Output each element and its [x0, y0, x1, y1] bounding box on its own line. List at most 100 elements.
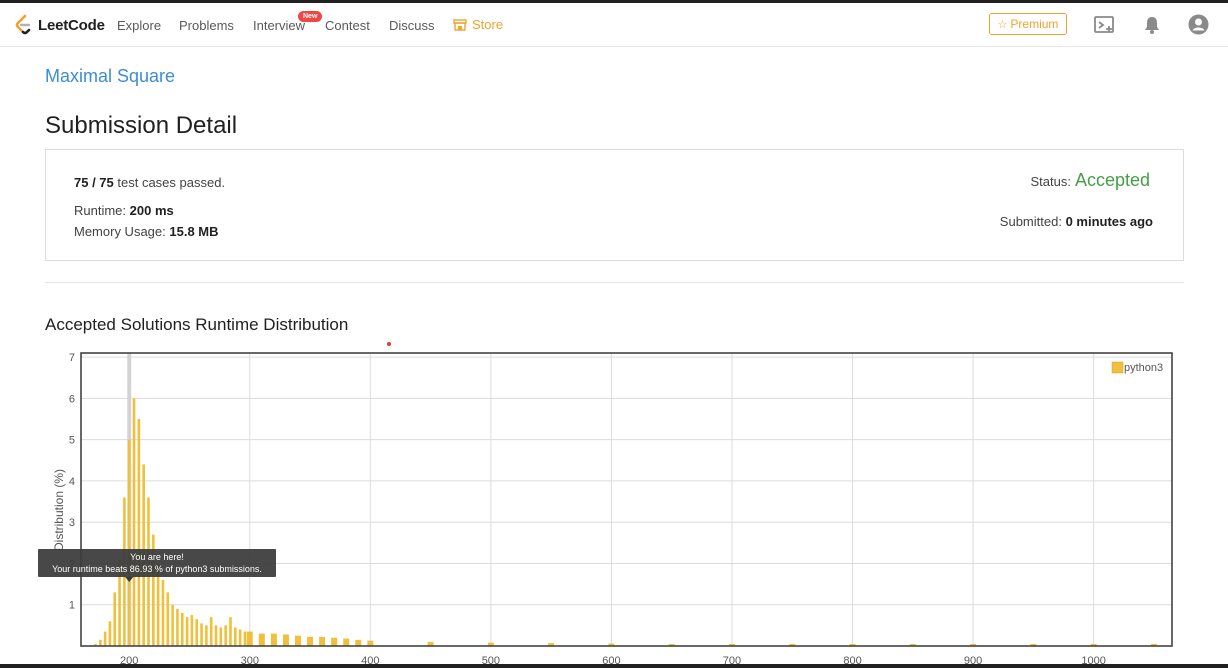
distribution-bar[interactable]: [307, 636, 314, 646]
distribution-bar[interactable]: [166, 592, 170, 646]
distribution-bar[interactable]: [238, 629, 242, 646]
distribution-bar[interactable]: [1030, 643, 1037, 646]
distribution-bar[interactable]: [294, 635, 301, 646]
memory-line: Memory Usage: 15.8 MB: [74, 224, 219, 239]
runtime-label: Runtime:: [74, 203, 127, 218]
star-icon: ☆: [997, 18, 1008, 31]
distribution-bar[interactable]: [156, 563, 160, 646]
distribution-bar[interactable]: [176, 608, 179, 646]
distribution-bar[interactable]: [668, 643, 675, 646]
distribution-bar[interactable]: [190, 615, 194, 646]
submitted-line: Submitted: 0 minutes ago: [1000, 214, 1153, 229]
distribution-bar[interactable]: [118, 559, 121, 646]
legend-swatch: [1111, 361, 1124, 374]
distribution-bar[interactable]: [728, 643, 735, 646]
test-cases-line: 75 / 75 test cases passed.: [74, 175, 225, 190]
submitted-label: Submitted:: [999, 214, 1062, 229]
submission-detail-panel: 75 / 75 test cases passed. Runtime: 200 …: [45, 149, 1184, 261]
distribution-bar[interactable]: [200, 623, 203, 646]
distribution-bar[interactable]: [427, 641, 434, 646]
passed-text: test cases passed.: [117, 175, 226, 190]
tooltip-line-1: You are here!: [130, 552, 184, 562]
chart-title: Accepted Solutions Runtime Distribution: [45, 315, 349, 334]
distribution-bar[interactable]: [132, 398, 136, 646]
distribution-bar[interactable]: [270, 633, 277, 646]
distribution-bar[interactable]: [214, 625, 218, 646]
distribution-bar[interactable]: [548, 643, 555, 646]
distribution-bar[interactable]: [137, 419, 141, 646]
distribution-bar[interactable]: [219, 627, 223, 646]
nav-interview[interactable]: Interview: [253, 18, 306, 33]
y-tick-label: 7: [69, 352, 75, 364]
premium-button[interactable]: ☆ Premium: [989, 13, 1067, 35]
distribution-bar[interactable]: [367, 640, 374, 646]
problem-title-link[interactable]: Maximal Square: [45, 66, 176, 86]
logo[interactable]: LeetCode: [14, 13, 105, 37]
y-tick-label: 1: [69, 600, 75, 612]
distribution-bar[interactable]: [243, 631, 247, 646]
nav-explore[interactable]: Explore: [117, 18, 162, 33]
y-tick-label: 4: [69, 476, 75, 488]
memory-value: 15.8 MB: [169, 224, 219, 239]
tooltip-line-2: Your runtime beats 86.93 % of python3 su…: [52, 564, 262, 574]
status: Status: Accepted: [1030, 170, 1150, 191]
memory-label: Memory Usage:: [74, 224, 166, 239]
passed-count: 75 / 75: [74, 175, 114, 190]
distribution-bar[interactable]: [127, 439, 131, 646]
distribution-bar[interactable]: [487, 642, 494, 646]
distribution-bar[interactable]: [205, 625, 208, 646]
brand-name: LeetCode: [38, 16, 105, 34]
distribution-bar[interactable]: [180, 612, 184, 646]
playground-icon[interactable]: [1094, 15, 1116, 40]
distribution-bar[interactable]: [789, 643, 796, 646]
distribution-bar[interactable]: [185, 617, 189, 646]
bell-icon[interactable]: [1143, 15, 1161, 40]
nav-problems[interactable]: Problems: [179, 18, 234, 33]
nav-discuss[interactable]: Discuss: [389, 18, 435, 33]
nav-store[interactable]: Store: [453, 17, 503, 32]
tooltip-pointer: [125, 577, 134, 582]
distribution-bar[interactable]: [343, 638, 350, 646]
new-badge: New: [298, 11, 323, 22]
distribution-bar[interactable]: [94, 643, 97, 646]
distribution-bar[interactable]: [161, 579, 165, 646]
distribution-bar[interactable]: [246, 631, 253, 646]
distribution-bar[interactable]: [970, 643, 977, 646]
distribution-bar[interactable]: [608, 643, 615, 646]
distribution-bar[interactable]: [319, 636, 326, 646]
status-accepted[interactable]: Accepted: [1074, 170, 1150, 190]
distribution-bar[interactable]: [234, 627, 237, 646]
premium-label: Premium: [1010, 17, 1059, 31]
distribution-bar[interactable]: [355, 639, 362, 646]
submitted-value: 0 minutes ago: [1065, 214, 1153, 229]
distribution-bar[interactable]: [849, 643, 856, 646]
distribution-bar[interactable]: [229, 617, 232, 646]
distribution-bar[interactable]: [108, 621, 112, 646]
bottom-strip: [0, 664, 1228, 668]
leetcode-logo-icon: [15, 14, 31, 35]
distribution-bar[interactable]: [209, 617, 213, 646]
distribution-bar[interactable]: [171, 604, 174, 646]
distribution-bar[interactable]: [103, 631, 107, 646]
distribution-bar[interactable]: [258, 633, 265, 646]
distribution-bar[interactable]: [282, 634, 289, 646]
distribution-bar[interactable]: [195, 619, 199, 646]
store-label: Store: [472, 17, 504, 32]
nav-contest[interactable]: Contest: [325, 18, 370, 33]
runtime-value: 200 ms: [129, 203, 174, 218]
runtime-line: Runtime: 200 ms: [74, 203, 174, 218]
distribution-bar[interactable]: [98, 639, 102, 646]
store-icon: [453, 18, 467, 31]
distribution-bar[interactable]: [331, 637, 338, 646]
distribution-bar[interactable]: [113, 592, 117, 646]
y-tick-label: 6: [69, 393, 75, 405]
distribution-bar[interactable]: [224, 625, 227, 646]
user-avatar-icon[interactable]: [1188, 14, 1209, 40]
distribution-bar[interactable]: [909, 643, 916, 646]
y-tick-label: 5: [69, 435, 75, 447]
navbar: LeetCode Explore Problems Interview New …: [0, 3, 1228, 47]
distribution-bar[interactable]: [152, 534, 155, 646]
distribution-bar[interactable]: [1150, 643, 1157, 646]
distribution-bar[interactable]: [1090, 643, 1097, 646]
